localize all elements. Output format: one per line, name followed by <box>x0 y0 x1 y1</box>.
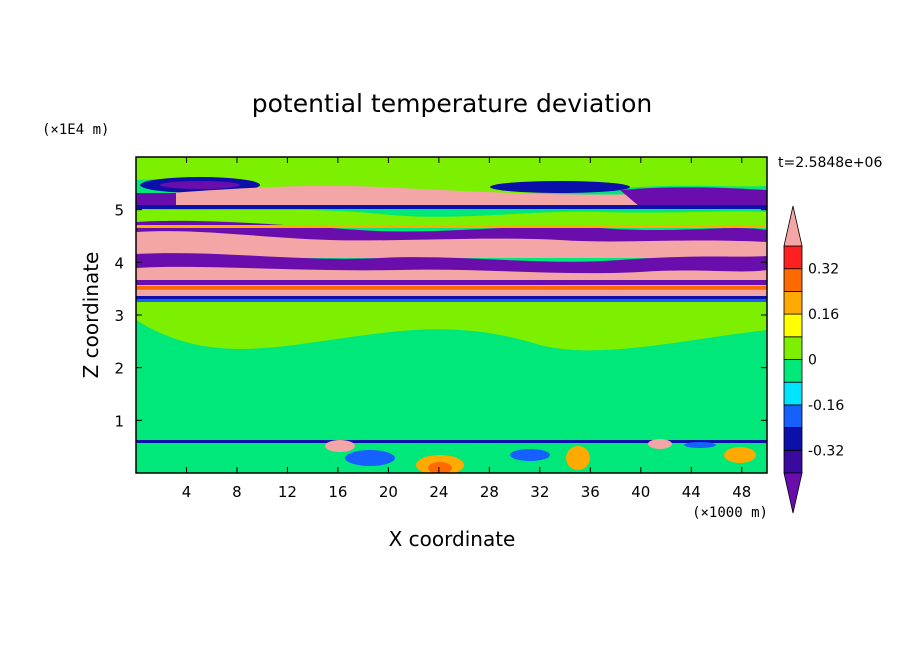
x-tick-label: 16 <box>328 483 347 501</box>
y-tick-label: 2 <box>114 360 124 378</box>
colorbar-segment <box>783 449 803 474</box>
chart-title: potential temperature deviation <box>252 89 652 118</box>
colorbar-label: 0 <box>808 353 817 369</box>
y-tick-label: 1 <box>114 412 124 430</box>
x-tick-label: 4 <box>182 483 192 501</box>
colorbar-segment <box>783 313 803 338</box>
x-tick-label: 20 <box>379 483 398 501</box>
line-blue <box>136 299 767 302</box>
blob-orange <box>566 446 590 470</box>
blob-blue <box>684 442 716 448</box>
blob-blue <box>345 450 395 466</box>
x-tick-label: 36 <box>581 483 600 501</box>
colorbar-segment <box>783 359 803 383</box>
x-axis: 4 8 12 16 20 24 28 32 36 40 44 48 <box>182 157 751 501</box>
line-pink <box>136 290 767 296</box>
y-tick-label: 4 <box>114 254 124 272</box>
colorbar-bottom-arrow <box>783 472 803 514</box>
colorbar-label: 0.32 <box>808 262 839 278</box>
colorbar-segment <box>783 381 803 406</box>
time-label: t=2.5848e+06 <box>778 155 882 171</box>
blob-pink <box>648 439 672 449</box>
blob-orange <box>724 447 756 463</box>
colorbar-label: -0.16 <box>808 398 844 414</box>
contour-field <box>136 157 767 473</box>
mid-green <box>136 320 767 420</box>
colorbar-labels: 0.32 0.16 0 -0.16 -0.32 <box>808 262 844 460</box>
blob-purple <box>620 187 767 207</box>
blob-purple <box>160 181 240 189</box>
blob-pink <box>325 440 355 452</box>
x-tick-label: 24 <box>429 483 448 501</box>
x-tick-label: 12 <box>278 483 297 501</box>
blob-blue <box>510 449 550 461</box>
line-blue <box>136 440 767 443</box>
y-tick-label: 5 <box>114 202 124 220</box>
colorbar <box>783 205 803 514</box>
x-axis-label: X coordinate <box>389 527 516 551</box>
band-green <box>136 209 767 228</box>
blob-purple <box>136 193 176 205</box>
line-orange <box>136 225 767 228</box>
band-pink <box>136 231 767 258</box>
y-axis-label: Z coordinate <box>79 252 103 379</box>
x-unit-label: (×1000 m) <box>692 505 768 521</box>
x-tick-label: 40 <box>631 483 650 501</box>
x-tick-label: 48 <box>732 483 751 501</box>
x-tick-label: 32 <box>530 483 549 501</box>
colorbar-label: 0.16 <box>808 307 839 323</box>
line-purple <box>136 280 767 285</box>
colorbar-top-arrow <box>783 205 803 247</box>
y-axis: 1 2 3 4 5 <box>114 202 767 430</box>
y-unit-label: (×1E4 m) <box>42 122 109 138</box>
colorbar-segment <box>783 404 803 428</box>
mid-green <box>136 395 767 442</box>
line-blue <box>136 296 767 299</box>
colorbar-segment <box>783 290 803 315</box>
x-tick-label: 28 <box>480 483 499 501</box>
blob-red <box>428 462 452 473</box>
colorbar-segment <box>783 336 803 360</box>
line-blue <box>136 205 767 209</box>
colorbar-label: -0.32 <box>808 443 844 459</box>
x-tick-label: 8 <box>232 483 242 501</box>
y-tick-label: 3 <box>114 307 124 325</box>
colorbar-segment <box>783 427 803 451</box>
band-pink <box>136 185 767 208</box>
colorbar-segment <box>783 245 803 270</box>
line-orange <box>136 286 767 289</box>
blob-blue <box>490 181 630 193</box>
colorbar-segment <box>783 268 803 292</box>
x-tick-label: 44 <box>682 483 701 501</box>
